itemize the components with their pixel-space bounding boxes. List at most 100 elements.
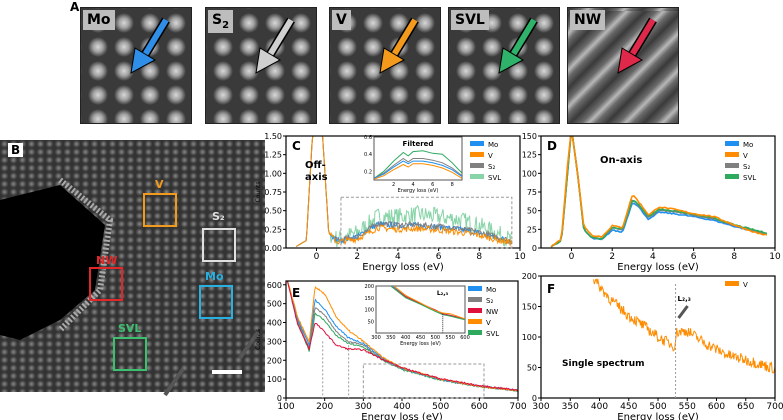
x-tick-label: 300 <box>532 402 549 412</box>
y-tick-label: 0.00 <box>264 244 282 253</box>
plot-frame <box>540 135 776 249</box>
inset-x-label: Energy loss (eV) <box>398 188 439 194</box>
chart-C: 0 2 4 6 8 10 0.00 0.25 0.50 0.75 1.00 1.25 1.50 Energ… <box>255 132 526 273</box>
inset-title: Filtered <box>403 140 434 148</box>
panel-label: E <box>292 286 300 300</box>
inset-y-tick: 0.2 <box>364 169 372 175</box>
arrow-icon <box>677 305 689 319</box>
arrow-icon <box>130 17 170 74</box>
inset-edge-label: L₂,₃ <box>437 290 449 297</box>
series-S₂ <box>550 136 767 248</box>
inset-x-tick: 4 <box>412 182 415 188</box>
y-tick-label: 100 <box>522 169 537 178</box>
inset-x-tick: 400 <box>401 335 411 341</box>
region-box-1 <box>202 228 236 262</box>
y-tick-label: 200 <box>267 356 282 365</box>
chart-E: 100 200 300 400 500 600 7000100200300400500600… <box>163 280 527 420</box>
y-tick-label: 1.00 <box>264 169 282 178</box>
x-tick-label: 0 <box>569 252 575 262</box>
y-tick-label: 500 <box>267 300 282 309</box>
stem-image <box>0 140 265 392</box>
inset-x-tick: 550 <box>445 335 455 341</box>
x-tick-label: 500 <box>432 402 449 412</box>
tile-s: S2 <box>205 7 317 124</box>
region-label: Mo <box>205 270 224 283</box>
arrow-icon <box>238 330 260 360</box>
y-tick-label: 150 <box>522 132 537 141</box>
legend-label: S₂ <box>488 163 495 171</box>
inset-y-tick: 100 <box>364 308 374 314</box>
inset-x-tick: 2 <box>392 182 395 188</box>
x-tick-label: 6 <box>691 252 697 262</box>
inset-y-tick: 0.6 <box>364 135 372 141</box>
series-SVL <box>550 136 768 248</box>
panel-label: D <box>547 139 557 153</box>
tile-label: V <box>332 10 351 30</box>
series-V <box>295 136 513 247</box>
y-tick-label: 50 <box>527 207 537 216</box>
region-label: S₂ <box>212 210 225 223</box>
x-tick-label: 700 <box>509 402 526 412</box>
inset-x-tick: 500 <box>431 335 441 341</box>
y-tick-label: 0.50 <box>264 207 282 216</box>
inset-y-tick: 200 <box>364 284 374 290</box>
legend-label: NW <box>486 308 498 316</box>
plot-frame <box>540 275 776 399</box>
tile-label: Mo <box>83 10 115 30</box>
tile-label: NW <box>570 10 606 30</box>
edge-label: L₂,₃ <box>678 295 691 303</box>
y-tick-label: 1.50 <box>264 132 282 141</box>
legend-swatch <box>725 152 739 157</box>
legend-swatch <box>470 174 484 179</box>
y-tick-label: 600 <box>267 281 282 290</box>
legend-swatch <box>725 141 739 146</box>
region-label: V <box>155 178 164 191</box>
panel-b-label: B <box>8 143 24 157</box>
x-axis-label: Energy loss (eV) <box>617 412 699 420</box>
y-tick-label: 100 <box>522 333 537 342</box>
legend-label: V <box>743 281 748 289</box>
series-V <box>550 136 768 248</box>
y-tick-label: 150 <box>522 303 537 312</box>
y-tick-label: 400 <box>267 319 282 328</box>
legend-swatch <box>468 308 482 313</box>
x-tick-label: 400 <box>393 402 410 412</box>
inset-y-tick: 0.4 <box>364 152 372 158</box>
legend-label: Mo <box>488 141 498 149</box>
annotation: Single spectrum <box>562 359 645 369</box>
legend-swatch <box>468 286 482 291</box>
legend-swatch <box>468 297 482 302</box>
y-tick-label: 300 <box>267 337 282 346</box>
hole-region <box>0 177 242 374</box>
x-tick-label: 300 <box>355 402 372 412</box>
y-tick-label: 1.25 <box>264 151 282 160</box>
panel-label: C <box>292 139 301 153</box>
y-tick-label: 0 <box>277 394 282 403</box>
x-axis-label: Energy loss (eV) <box>361 412 443 420</box>
legend-label: SVL <box>488 174 501 182</box>
y-tick-label: 100 <box>267 375 282 384</box>
inset-x-label: Energy loss (eV) <box>400 341 441 347</box>
y-axis-label: Counts <box>255 329 262 350</box>
y-tick-label: 75 <box>527 188 537 197</box>
x-tick-label: 350 <box>562 402 579 412</box>
legend-label: V <box>743 152 748 160</box>
x-tick-label: 400 <box>591 402 608 412</box>
y-tick-label: 0 <box>532 244 537 253</box>
arrow-icon <box>617 17 657 74</box>
inset-series-V <box>393 286 465 320</box>
inset-x-tick: 350 <box>386 335 396 341</box>
legend-swatch <box>468 330 482 335</box>
inset-series-SVL <box>390 286 465 321</box>
x-tick-label: 6 <box>436 252 442 262</box>
region-label: SVL <box>118 322 142 335</box>
y-tick-label: 50 <box>527 364 537 373</box>
x-tick-label: 650 <box>737 402 754 412</box>
legend-label: S₂ <box>486 297 493 305</box>
y-tick-label: 200 <box>522 272 537 281</box>
legend-label: V <box>488 152 493 160</box>
x-tick-label: 2 <box>354 252 360 262</box>
legend-swatch <box>470 141 484 146</box>
